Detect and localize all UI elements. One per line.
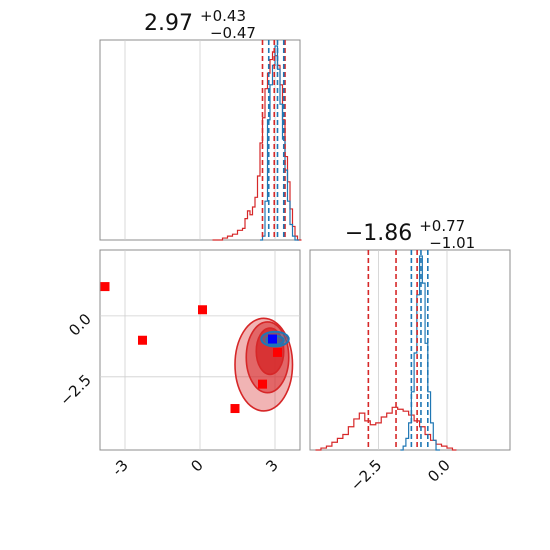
quantile-lines	[261, 40, 286, 240]
red-marker	[258, 379, 267, 389]
red-marker	[100, 282, 110, 292]
title-main: −1.86	[345, 221, 412, 246]
bottom-left-scatter-panel	[99, 249, 301, 451]
histogram-step	[315, 406, 457, 451]
x-tick-label: -3	[109, 456, 132, 479]
blue-marker	[268, 334, 277, 344]
histogram-step	[260, 45, 299, 241]
quantile-lines	[367, 250, 429, 450]
histogram-series	[212, 45, 302, 241]
x-tick-label: 0	[187, 456, 206, 475]
y-tick-label: −2.5	[56, 371, 94, 409]
histogram-series	[315, 255, 457, 451]
x-tick-label: −2.5	[347, 456, 385, 494]
red-marker	[138, 335, 147, 345]
bottom-right-title: −1.86 +0.77 −1.01	[345, 212, 475, 252]
red-marker	[198, 305, 207, 315]
title-main: 2.97	[144, 11, 193, 36]
title-plus: +0.43	[200, 7, 246, 25]
bottom-right-histogram-panel	[309, 249, 511, 451]
grid	[378, 250, 448, 450]
red-marker	[230, 404, 240, 414]
density-contours	[234, 317, 294, 412]
x-tick-label: 3	[262, 456, 281, 475]
panel-frame	[309, 249, 511, 451]
grid	[100, 250, 300, 450]
top-left-histogram-panel	[99, 39, 302, 241]
histogram-step	[400, 255, 441, 451]
histogram-step	[212, 51, 302, 241]
title-plus: +0.77	[419, 217, 465, 235]
title-minus: −1.01	[429, 234, 475, 252]
top-left-title: 2.97 +0.43 −0.47	[144, 2, 256, 42]
markers	[100, 282, 282, 414]
y-tick-label: 0.0	[65, 310, 95, 340]
red-marker	[273, 347, 282, 357]
x-tick-label: 0.0	[424, 456, 454, 486]
title-minus: −0.47	[210, 24, 256, 42]
